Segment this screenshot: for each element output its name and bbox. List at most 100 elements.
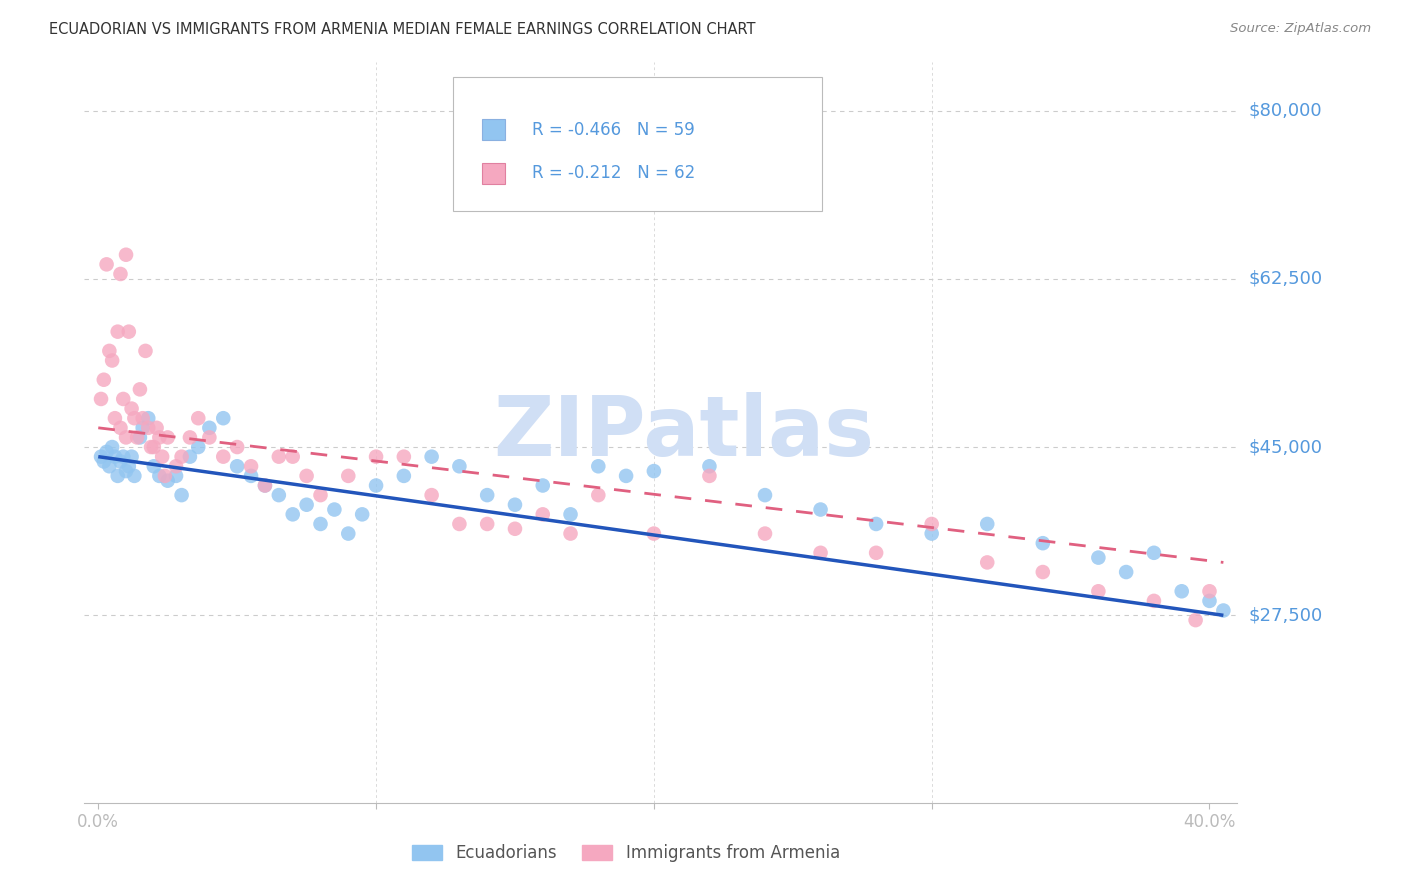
Point: [531, 508, 554, 522]
Point: [1212, 603, 1234, 617]
Point: [1032, 565, 1054, 579]
Point: [153, 469, 176, 483]
Point: [449, 459, 471, 474]
Point: [477, 488, 499, 502]
Point: [98, 459, 121, 474]
Point: [118, 325, 141, 339]
Point: [323, 502, 346, 516]
Point: [865, 546, 887, 560]
Text: ZIPatlas: ZIPatlas: [494, 392, 875, 473]
Point: [112, 392, 135, 406]
Point: [121, 401, 143, 416]
Point: [187, 411, 209, 425]
Text: R = -0.212   N = 62: R = -0.212 N = 62: [531, 164, 695, 183]
Point: [392, 450, 415, 464]
Point: [420, 488, 443, 502]
Point: [110, 421, 132, 435]
Point: [115, 430, 138, 444]
Point: [240, 459, 263, 474]
Point: [170, 450, 193, 464]
Point: [142, 440, 165, 454]
Point: [643, 464, 665, 478]
Point: [131, 421, 153, 435]
Point: [134, 343, 156, 358]
Point: [281, 508, 304, 522]
Point: [104, 411, 127, 425]
Point: [1170, 584, 1192, 599]
Point: [98, 343, 121, 358]
Point: [392, 469, 415, 483]
Point: [212, 411, 235, 425]
Point: [810, 546, 832, 560]
Point: [93, 454, 115, 468]
Point: [976, 556, 998, 570]
Point: [1032, 536, 1054, 550]
Point: [90, 392, 112, 406]
Point: [145, 421, 167, 435]
Point: [179, 450, 201, 464]
Point: [267, 450, 290, 464]
Point: [165, 459, 187, 474]
Point: [121, 450, 143, 464]
Point: [139, 440, 162, 454]
Point: [295, 469, 318, 483]
Point: [921, 526, 943, 541]
Point: [531, 478, 554, 492]
Point: [115, 248, 138, 262]
Point: [104, 450, 127, 464]
Point: [101, 353, 124, 368]
Point: [295, 498, 318, 512]
Text: $27,500: $27,500: [1249, 607, 1323, 624]
Point: [129, 382, 152, 396]
Text: $80,000: $80,000: [1249, 102, 1322, 120]
Point: [337, 469, 360, 483]
Point: [614, 469, 637, 483]
Point: [148, 430, 170, 444]
Point: [588, 459, 610, 474]
Point: [699, 459, 721, 474]
Point: [1143, 594, 1166, 608]
Point: [337, 526, 360, 541]
Point: [187, 440, 209, 454]
Point: [560, 526, 582, 541]
Point: [1143, 546, 1166, 560]
Point: [198, 430, 221, 444]
Point: [170, 488, 193, 502]
Point: [179, 430, 201, 444]
Point: [921, 516, 943, 531]
Point: [449, 516, 471, 531]
FancyBboxPatch shape: [453, 78, 823, 211]
Point: [364, 450, 387, 464]
Point: [124, 469, 146, 483]
Point: [309, 516, 332, 531]
Text: $45,000: $45,000: [1249, 438, 1323, 456]
Point: [127, 430, 149, 444]
Point: [503, 522, 526, 536]
Point: [560, 508, 582, 522]
Point: [1087, 550, 1109, 565]
Point: [754, 526, 776, 541]
Text: R = -0.466   N = 59: R = -0.466 N = 59: [531, 120, 695, 138]
Point: [115, 464, 138, 478]
Point: [281, 450, 304, 464]
Point: [588, 488, 610, 502]
Text: ECUADORIAN VS IMMIGRANTS FROM ARMENIA MEDIAN FEMALE EARNINGS CORRELATION CHART: ECUADORIAN VS IMMIGRANTS FROM ARMENIA ME…: [49, 22, 755, 37]
Point: [309, 488, 332, 502]
Point: [112, 450, 135, 464]
Point: [198, 421, 221, 435]
Point: [136, 411, 159, 425]
Point: [107, 469, 129, 483]
Point: [150, 450, 173, 464]
Point: [90, 450, 112, 464]
Point: [101, 440, 124, 454]
Point: [148, 469, 170, 483]
Point: [165, 469, 187, 483]
Point: [110, 454, 132, 468]
Point: [1184, 613, 1206, 627]
Point: [1115, 565, 1137, 579]
Point: [240, 469, 263, 483]
FancyBboxPatch shape: [482, 163, 505, 184]
Point: [156, 430, 179, 444]
Point: [96, 257, 118, 271]
Point: [267, 488, 290, 502]
